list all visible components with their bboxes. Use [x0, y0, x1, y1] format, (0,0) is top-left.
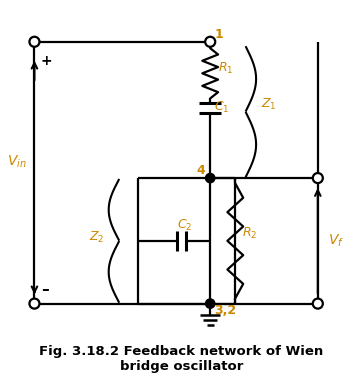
Text: $R_2$: $R_2$ [242, 226, 257, 241]
Text: $Z_2$: $Z_2$ [89, 230, 104, 245]
Circle shape [313, 299, 323, 309]
Text: 3,2: 3,2 [214, 304, 236, 317]
Text: $C_1$: $C_1$ [215, 100, 230, 115]
Circle shape [29, 299, 40, 309]
Text: $V_{in}$: $V_{in}$ [7, 154, 26, 170]
Text: $C_2$: $C_2$ [177, 218, 192, 234]
Text: 4: 4 [197, 165, 205, 178]
Text: $Z_1$: $Z_1$ [261, 97, 277, 112]
Circle shape [205, 173, 215, 183]
Text: 1: 1 [215, 28, 223, 41]
Text: $R_1$: $R_1$ [218, 60, 233, 76]
Circle shape [205, 299, 215, 308]
Text: $V_f$: $V_f$ [328, 232, 344, 249]
Text: –: – [41, 282, 49, 297]
Circle shape [313, 173, 323, 183]
Circle shape [205, 37, 215, 47]
Circle shape [29, 37, 40, 47]
Text: +: + [41, 54, 53, 69]
Text: Fig. 3.18.2 Feedback network of Wien
bridge oscillator: Fig. 3.18.2 Feedback network of Wien bri… [39, 345, 324, 373]
